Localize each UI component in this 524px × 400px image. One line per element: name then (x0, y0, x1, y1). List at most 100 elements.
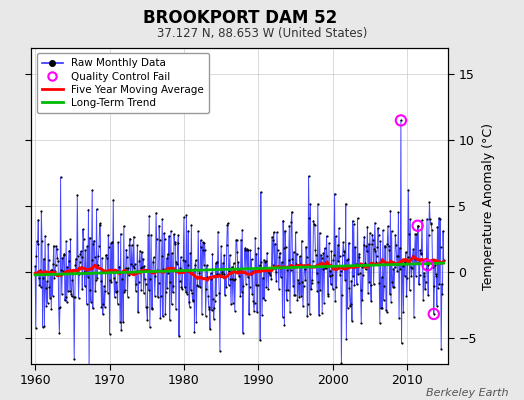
Point (55, 330, 63, 336)
Point (258, 312, 266, 318)
Point (212, 292, 221, 298)
Point (250, 308, 258, 314)
Point (236, 292, 245, 299)
Point (238, 329, 247, 336)
Point (321, 265, 330, 271)
Point (192, 319, 201, 326)
Point (275, 285, 283, 292)
Point (375, 280, 384, 286)
Point (342, 200, 350, 207)
Point (158, 216, 167, 222)
Point (363, 248, 371, 254)
Point (41, 233, 49, 239)
Point (271, 240, 279, 247)
Point (157, 293, 165, 299)
Point (147, 232, 155, 238)
Point (383, 309, 391, 315)
Point (216, 272, 225, 279)
Point (316, 286, 324, 293)
Point (89, 305, 97, 312)
Point (410, 255, 419, 262)
Point (257, 189, 265, 195)
Point (386, 291, 394, 297)
Point (98, 254, 106, 261)
Point (362, 243, 370, 250)
Point (155, 280, 163, 286)
Point (369, 236, 377, 243)
Point (420, 270, 428, 276)
Point (145, 212, 154, 219)
Point (411, 231, 419, 237)
Point (47, 267, 55, 274)
Point (416, 272, 424, 278)
Point (170, 241, 179, 247)
Point (265, 268, 274, 274)
Point (211, 260, 220, 266)
Point (159, 266, 168, 273)
Y-axis label: Temperature Anomaly (°C): Temperature Anomaly (°C) (483, 122, 496, 290)
Point (329, 286, 337, 292)
Point (394, 209, 402, 216)
Point (329, 257, 337, 263)
Point (267, 266, 275, 272)
Point (194, 228, 202, 234)
Point (397, 340, 406, 346)
Point (64, 288, 72, 294)
Point (108, 269, 117, 275)
Point (378, 305, 387, 312)
Point (353, 215, 362, 221)
Point (187, 287, 195, 293)
Point (94, 262, 102, 268)
Point (232, 237, 240, 243)
Point (142, 304, 150, 310)
Point (328, 272, 336, 278)
Point (63, 264, 72, 270)
Point (68, 293, 76, 300)
Point (291, 229, 300, 235)
Point (256, 337, 265, 343)
Point (278, 259, 286, 265)
Point (57, 267, 66, 274)
Point (411, 272, 420, 279)
Point (352, 262, 361, 268)
Point (119, 223, 128, 229)
Point (104, 232, 113, 238)
Point (207, 276, 215, 282)
Point (367, 298, 375, 304)
Point (373, 244, 381, 250)
Point (57, 174, 65, 180)
Point (53, 246, 61, 252)
Point (183, 262, 192, 268)
Point (323, 291, 332, 297)
Point (294, 280, 303, 286)
Point (358, 297, 367, 303)
Point (340, 248, 348, 255)
Point (128, 270, 137, 276)
Point (227, 264, 236, 270)
Point (144, 232, 152, 238)
Point (152, 236, 161, 242)
Point (437, 346, 445, 352)
Point (213, 258, 221, 265)
Point (149, 254, 158, 260)
Point (200, 240, 209, 246)
Point (162, 255, 171, 262)
Point (75, 259, 84, 266)
Point (436, 244, 445, 250)
Point (96, 220, 104, 227)
Point (390, 284, 398, 291)
Point (70, 356, 79, 363)
Point (192, 257, 200, 263)
Point (318, 310, 326, 316)
Point (285, 222, 293, 229)
Point (208, 307, 216, 314)
Point (161, 310, 170, 317)
Point (267, 276, 276, 282)
Point (424, 232, 433, 238)
Point (163, 285, 171, 291)
Point (36, 267, 45, 273)
Point (81, 283, 89, 289)
Point (82, 269, 90, 275)
Point (356, 286, 365, 293)
Point (388, 279, 397, 286)
